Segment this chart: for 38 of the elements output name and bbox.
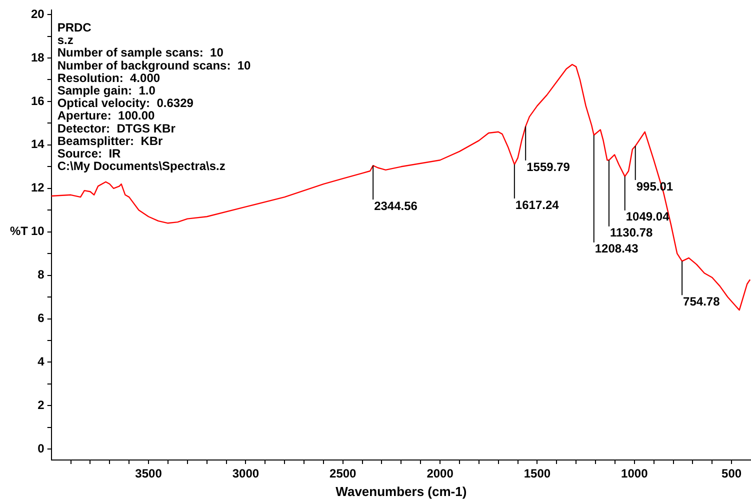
- annotation: Optical velocity: 0.6329: [57, 96, 194, 110]
- y-tick-label: 10: [30, 224, 45, 238]
- x-axis-title: Wavenumbers (cm-1): [336, 484, 467, 499]
- annotation: PRDC: [57, 20, 92, 35]
- y-tick-label: 2: [38, 398, 45, 412]
- x-tick-label: 2500: [330, 466, 357, 481]
- y-axis-title: %T: [10, 224, 29, 238]
- y-tick-label: 6: [38, 311, 45, 326]
- annotation: s.z: [57, 33, 74, 48]
- y-tick-label: 0: [38, 441, 45, 456]
- annotation: Resolution: 4.000: [57, 70, 160, 85]
- annotation: 2344.56: [374, 198, 418, 213]
- x-tick-label: 3500: [135, 466, 162, 481]
- annotation: 754.78: [683, 294, 720, 308]
- y-tick-label: 16: [30, 94, 45, 108]
- annotation: 1208.43: [594, 242, 639, 256]
- x-tick-label: 3000: [232, 466, 260, 481]
- x-tick-label: 1500: [524, 466, 551, 481]
- y-tick-label: 12: [30, 180, 45, 195]
- annotation: 1559.79: [526, 160, 570, 174]
- annotation: 1130.78: [610, 226, 654, 240]
- annotation: Source: IR: [57, 146, 122, 161]
- annotation: Aperture: 100.00: [57, 108, 156, 123]
- annotation: C:\My Documents\Spectra\s.z: [57, 159, 226, 174]
- annotation: 1617.24: [515, 198, 560, 212]
- x-tick-label: 500: [722, 466, 742, 481]
- y-tick-label: 8: [38, 268, 45, 282]
- y-tick-label: 14: [30, 137, 45, 152]
- annotation: Number of background scans: 10: [57, 58, 252, 72]
- y-tick-label: 20: [30, 6, 45, 21]
- x-tick-label: 2000: [426, 466, 454, 481]
- annotation: Detector: DTGS KBr: [57, 121, 176, 136]
- annotation: Sample gain: 1.0: [57, 84, 156, 98]
- annotation: Number of sample scans: 10: [57, 46, 224, 60]
- y-tick-label: 18: [30, 50, 45, 64]
- annotation: Beamsplitter: KBr: [57, 134, 164, 148]
- x-tick-label: 1000: [621, 466, 648, 481]
- y-tick-label: 4: [38, 354, 45, 369]
